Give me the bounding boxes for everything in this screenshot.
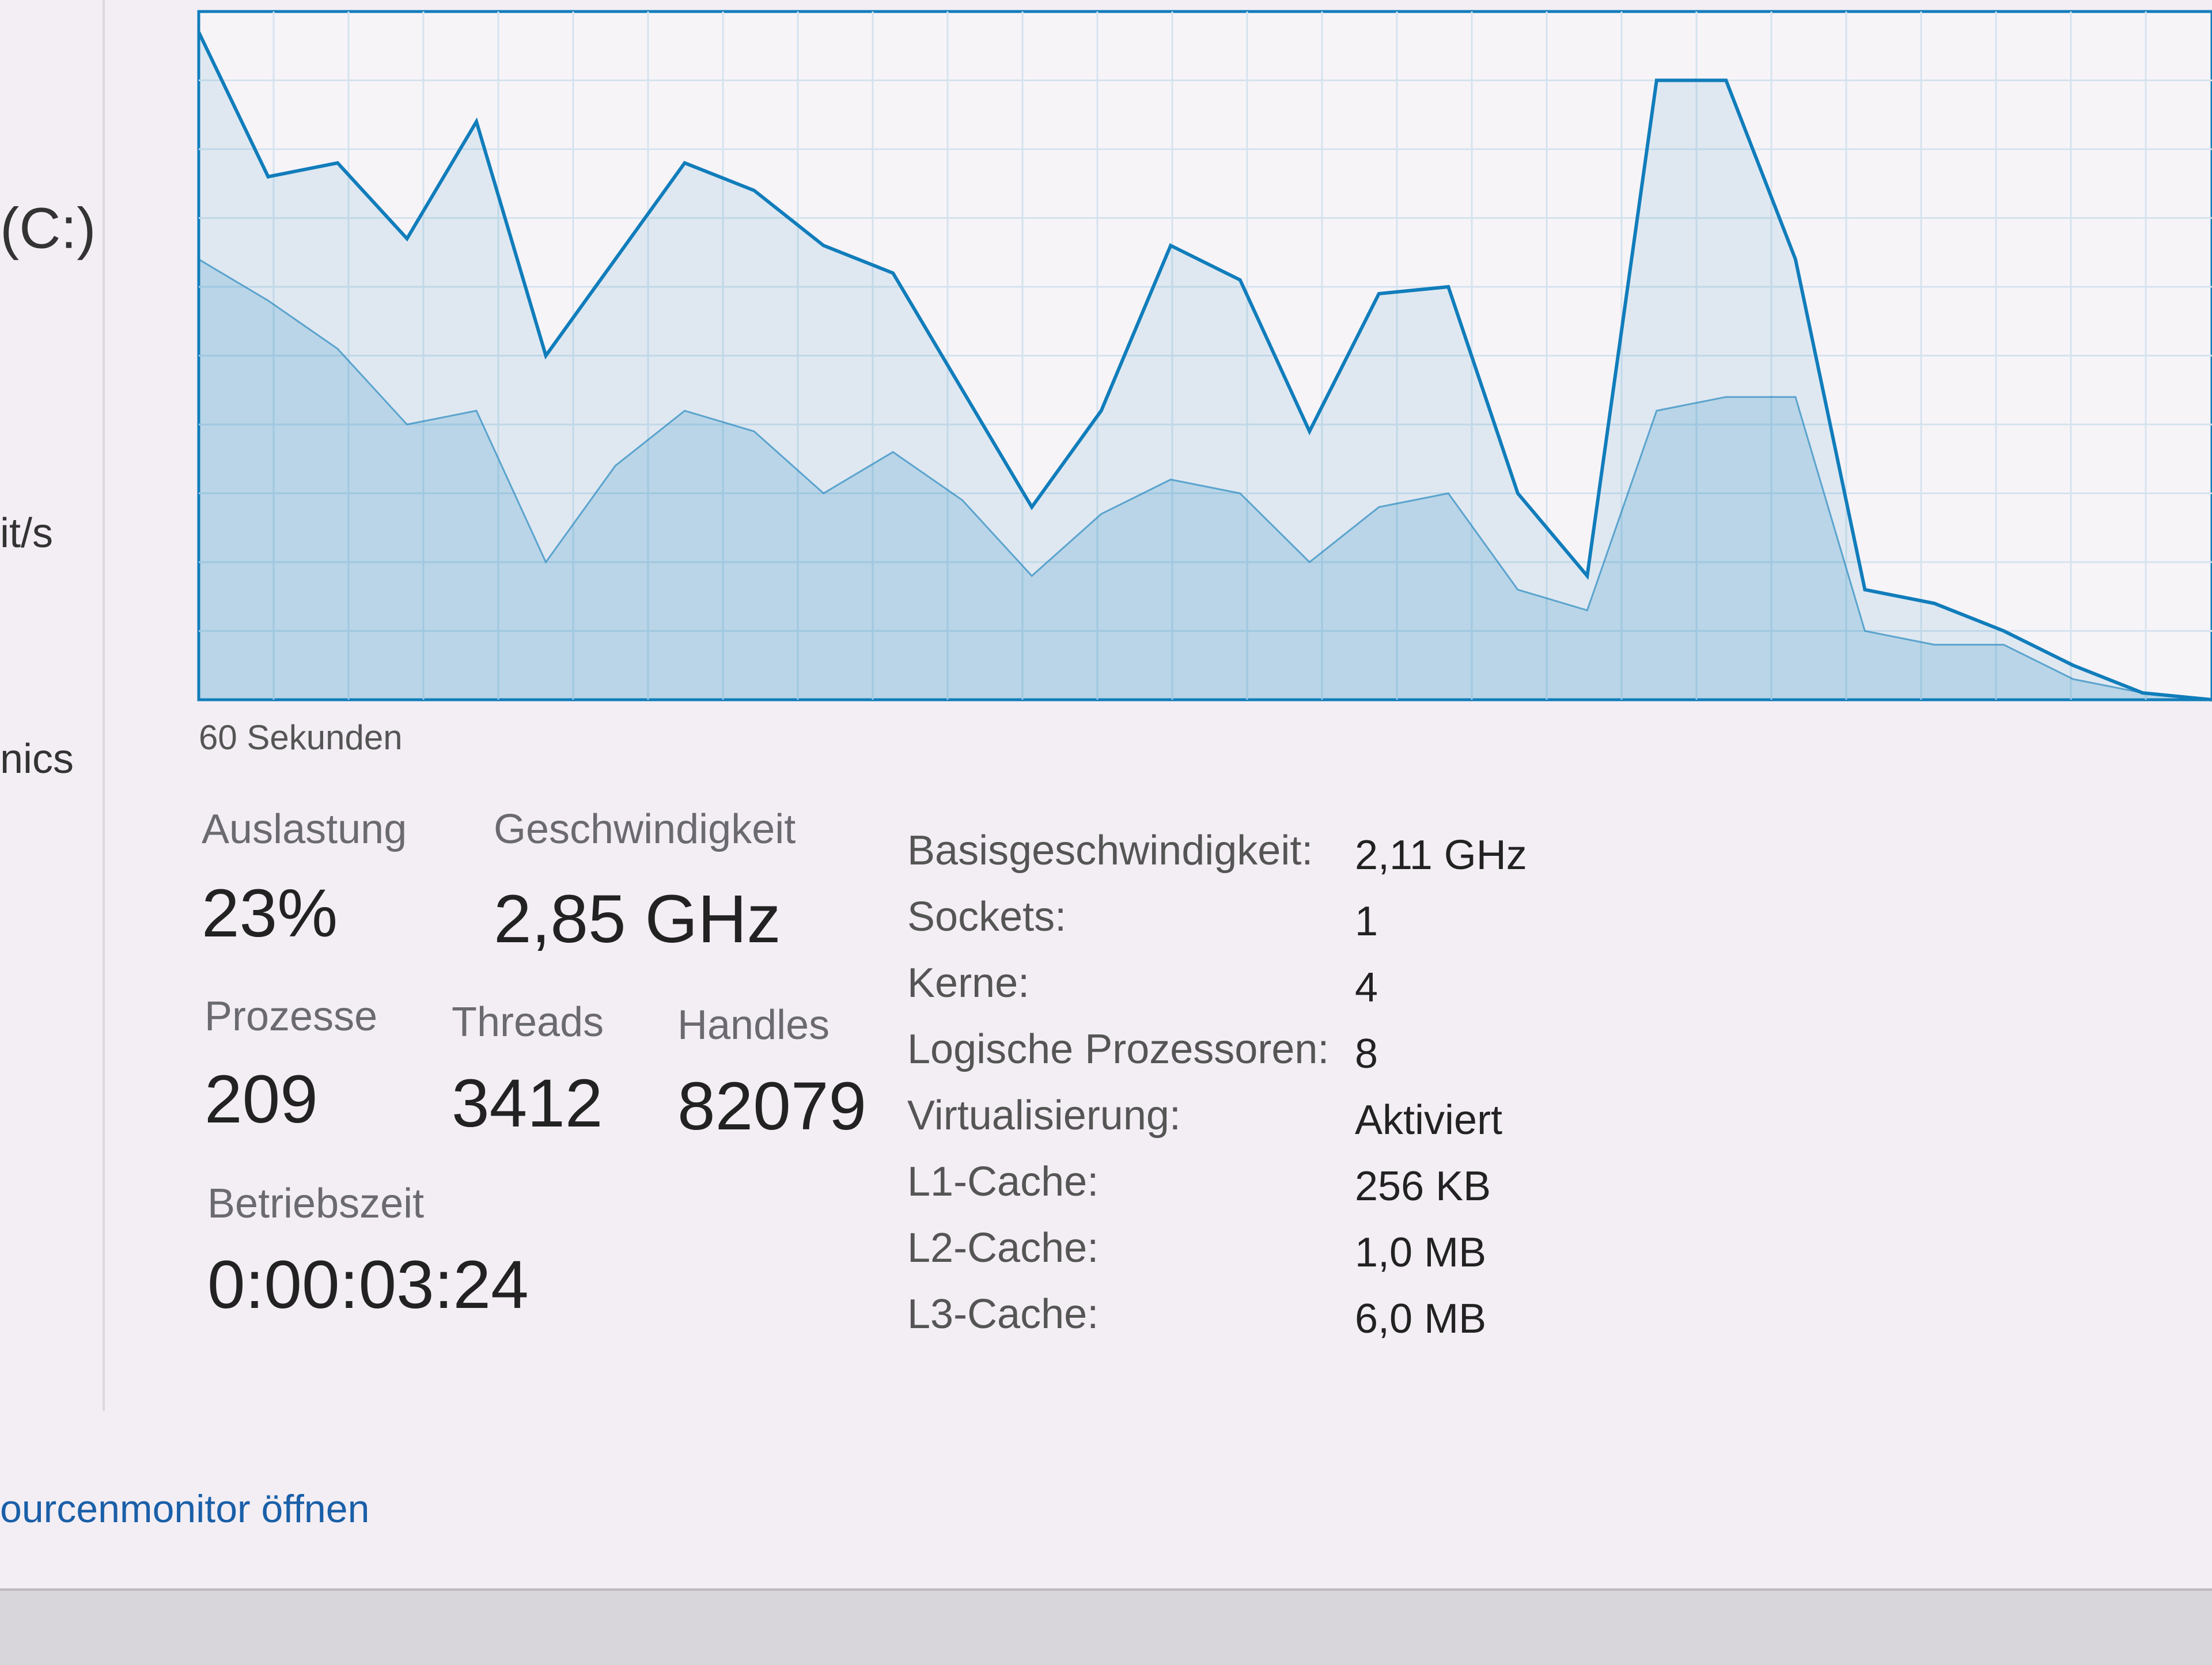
sidebar-label: nics <box>0 736 74 782</box>
detail-value: 1 <box>1355 898 1378 945</box>
area <box>199 32 2212 700</box>
detail-value: 4 <box>1355 965 1378 1011</box>
stat-value: 2,85 GHz <box>494 881 781 957</box>
detail-label: L1-Cache: <box>907 1159 1099 1205</box>
detail-label: L3-Cache: <box>907 1291 1099 1337</box>
stat-value: 209 <box>204 1061 318 1137</box>
bottom-bar <box>0 1590 2212 1665</box>
line <box>198 258 2212 701</box>
detail-label: Virtualisierung: <box>907 1093 1181 1139</box>
resource-monitor-link[interactable]: ourcenmonitor öffnen <box>0 1487 369 1531</box>
detail-value: 1,0 MB <box>1355 1230 1486 1276</box>
detail-label: L2-Cache: <box>907 1225 1099 1271</box>
line <box>197 31 2212 701</box>
cpu-graph <box>197 10 2212 701</box>
sidebar-label: (C:) <box>0 196 96 260</box>
stat-label: Handles <box>677 1002 830 1048</box>
stat-label: Betriebszeit <box>207 1181 424 1227</box>
detail-value: Aktiviert <box>1355 1097 1502 1143</box>
stat-value: 3412 <box>452 1065 603 1141</box>
detail-label: Sockets: <box>907 894 1066 940</box>
stat-value: 23% <box>202 875 338 951</box>
area <box>199 259 2212 700</box>
detail-value: 2,11 GHz <box>1355 832 1527 878</box>
detail-value: 8 <box>1355 1031 1378 1077</box>
sidebar-label: it/s <box>0 510 53 556</box>
stat-value: 82079 <box>677 1068 866 1144</box>
detail-value: 6,0 MB <box>1355 1296 1486 1342</box>
stat-label: Auslastung <box>202 806 407 852</box>
stat-value: 0:00:03:24 <box>207 1247 529 1323</box>
stat-label: Threads <box>452 999 604 1045</box>
stats: Auslastung 23% Geschwindigkeit 2,85 GHz Proz… <box>202 806 866 1323</box>
detail-label: Kerne: <box>907 960 1029 1006</box>
detail-value: 256 KB <box>1355 1163 1491 1209</box>
details: Basisgeschwindigkeit: 2,11 GHz Sockets: 1 Ke… <box>907 828 1527 1342</box>
x-axis-label: 60 Sekunden <box>199 718 403 757</box>
stat-label: Prozesse <box>204 993 377 1040</box>
stat-label: Geschwindigkeit <box>494 806 796 852</box>
detail-label: Logische Prozessoren: <box>907 1026 1329 1072</box>
detail-label: Basisgeschwindigkeit: <box>907 828 1313 874</box>
